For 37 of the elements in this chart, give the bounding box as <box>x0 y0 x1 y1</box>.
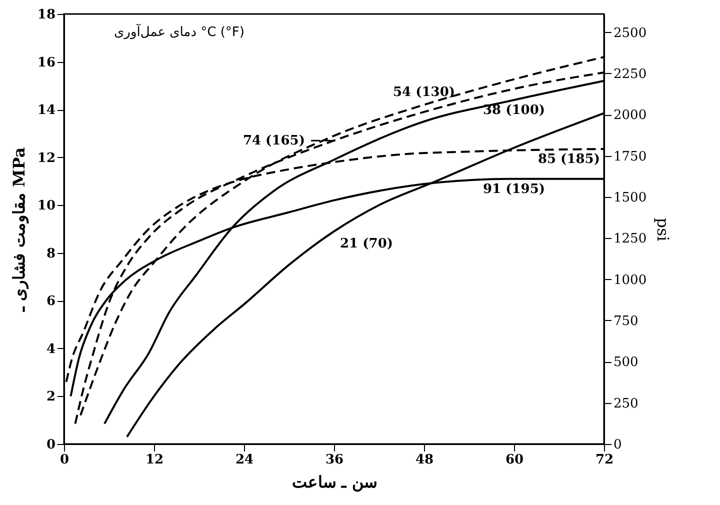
y-tick-label: 16 <box>37 55 56 70</box>
y2-tick-label: 2500 <box>614 26 647 41</box>
y-tick-label: 4 <box>46 342 56 357</box>
y-axis-title: مقاومت فشاری ـ MPa <box>9 147 30 313</box>
x-tick-label: 48 <box>415 452 434 468</box>
legend-label: 74 (165) <box>242 134 305 149</box>
y-tick-label: 6 <box>46 294 56 310</box>
y2-tick-label: 1500 <box>614 190 647 206</box>
y2-tick-label: 250 <box>614 396 638 412</box>
x-tick-label: 72 <box>595 452 614 468</box>
x-axis-title: سن ـ ساعت <box>292 472 378 492</box>
y2-axis-title: psi <box>654 218 673 242</box>
y-tick-label: 0 <box>46 438 56 452</box>
series-label: 21 (70) <box>340 236 394 252</box>
y2-tick-label: 0 <box>614 438 622 452</box>
y2-tick-label: 2000 <box>614 108 647 124</box>
y-tick-label: 2 <box>46 390 56 405</box>
series-label: 54 (130) <box>392 84 456 100</box>
y2-tick-label: 1250 <box>614 232 647 247</box>
annotation: دمای عمل‌آوری °C (°F) <box>114 23 244 40</box>
y-tick-label: 14 <box>37 103 56 118</box>
series-label: 85 (185) <box>538 152 600 167</box>
y-tick-label: 8 <box>46 246 56 262</box>
y2-tick-label: 500 <box>614 355 638 370</box>
y-tick-label: 18 <box>37 8 56 22</box>
x-tick-label: 24 <box>235 452 254 468</box>
y2-tick-label: 2250 <box>614 66 647 82</box>
x-tick-label: 36 <box>325 452 344 468</box>
y-tick-label: 12 <box>37 150 56 166</box>
series-label: 91 (195) <box>482 182 546 197</box>
y2-tick-label: 750 <box>614 314 638 329</box>
y2-tick-label: 1750 <box>614 149 647 164</box>
y-tick-label: 10 <box>37 198 56 214</box>
x-tick-label: 12 <box>145 452 164 468</box>
x-tick-label: 60 <box>505 452 524 468</box>
y2-tick-label: 1000 <box>614 272 647 288</box>
x-tick-label: 0 <box>60 452 70 468</box>
